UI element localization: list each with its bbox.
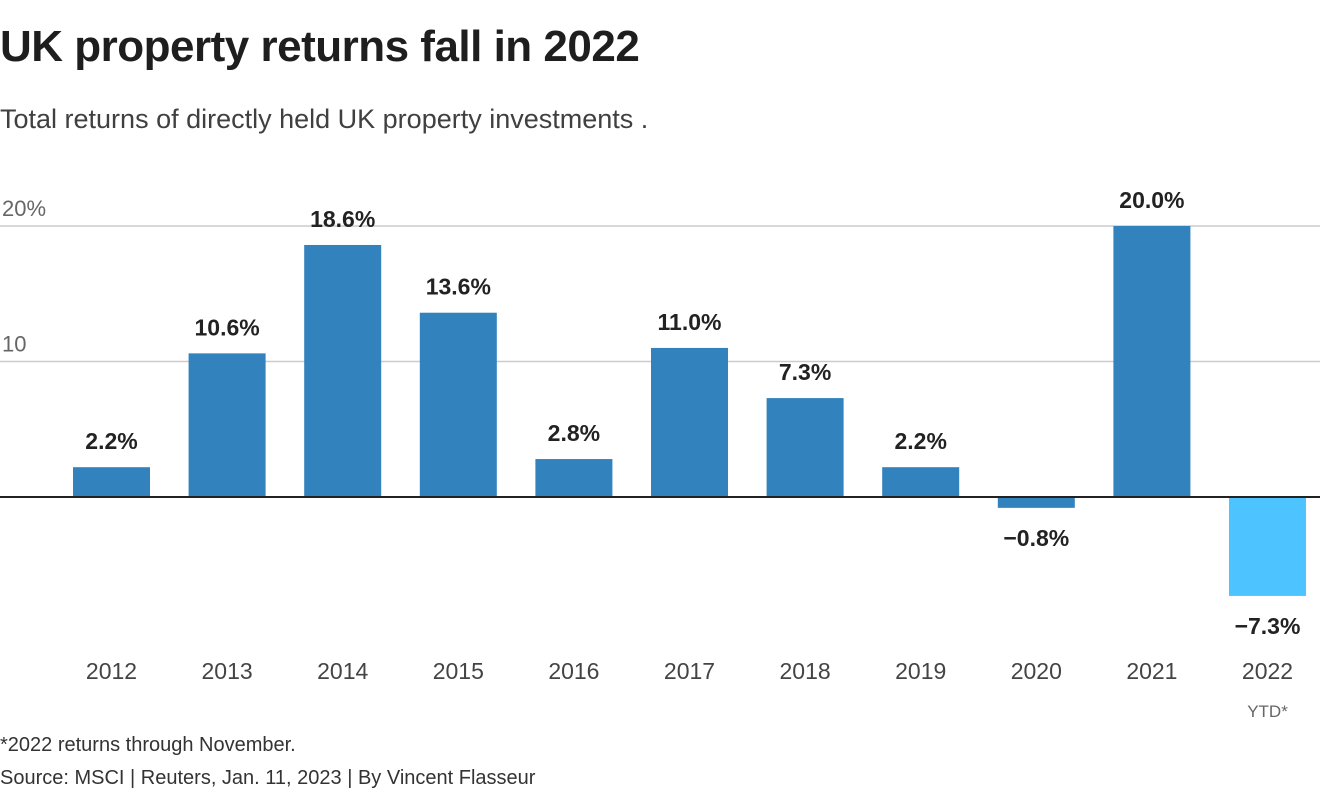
x-tick-label: 2019	[895, 658, 946, 684]
data-label: 18.6%	[310, 206, 375, 232]
data-label: 7.3%	[779, 359, 831, 385]
data-label: −7.3%	[1235, 613, 1301, 639]
data-label: 11.0%	[658, 309, 722, 335]
x-tick-label: 2022	[1242, 658, 1293, 684]
bar	[766, 398, 844, 497]
x-tick-label: 2017	[664, 658, 715, 684]
bar-chart: 10 20% 2.2% 2012 10.6% 2013 18.6% 2014 13.6% 2015…	[0, 187, 1320, 721]
data-label: −0.8%	[1003, 525, 1069, 551]
y-tick-label: 20%	[2, 196, 46, 221]
x-tick-label: 2012	[86, 658, 137, 684]
x-tick-label: 2018	[780, 658, 831, 684]
footnote: *2022 returns through November.	[0, 734, 296, 756]
bar	[304, 244, 382, 497]
data-label: 10.6%	[194, 314, 259, 340]
data-label: 2.8%	[548, 420, 600, 446]
x-tick-sublabel: YTD*	[1247, 702, 1288, 721]
x-tick-label: 2021	[1126, 658, 1177, 684]
bar	[419, 312, 497, 497]
bar	[535, 459, 613, 497]
chart-title: UK property returns fall in 2022	[0, 22, 640, 71]
bar	[882, 467, 960, 497]
x-tick-label: 2015	[433, 658, 484, 684]
x-tick-label: 2020	[1011, 658, 1062, 684]
x-tick-label: 2016	[548, 658, 599, 684]
x-tick-label: 2014	[317, 658, 368, 684]
data-label: 20.0%	[1119, 187, 1184, 213]
bar	[1113, 226, 1191, 497]
data-label: 2.2%	[894, 428, 946, 454]
bar	[188, 353, 266, 497]
bar	[73, 467, 150, 497]
y-tick-label: 10	[2, 332, 26, 357]
x-tick-label: 2013	[202, 658, 253, 684]
bar	[997, 497, 1075, 508]
bar	[651, 347, 728, 497]
bar	[1229, 497, 1306, 596]
data-label: 2.2%	[85, 428, 137, 454]
chart-subtitle: Total returns of directly held UK proper…	[0, 104, 649, 134]
data-label: 13.6%	[426, 274, 491, 300]
source-line: Source: MSCI | Reuters, Jan. 11, 2023 | …	[0, 767, 536, 789]
